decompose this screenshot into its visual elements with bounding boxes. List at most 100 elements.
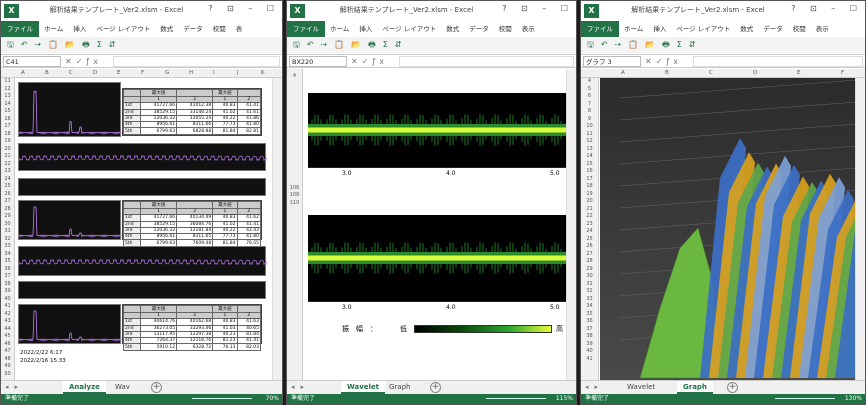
row-header[interactable]: 31 [4,228,11,234]
row-header[interactable]: 19 [586,190,593,197]
sheet-tab-analyze[interactable]: Analyze [63,381,106,394]
tab-view[interactable]: 表示 [521,25,535,33]
tab-file[interactable]: ファイル [581,21,619,37]
row-header[interactable]: 27 [4,198,11,204]
row-header[interactable]: 22 [4,160,11,167]
row-header[interactable]: 45 [4,333,11,339]
formula-input[interactable] [693,56,863,67]
row-header[interactable]: 39 [586,340,593,347]
row-header[interactable]: 10 [586,123,593,129]
column-header[interactable]: K [261,70,265,76]
row-header[interactable]: 38 [586,333,593,339]
row-header[interactable]: 48 [4,355,11,362]
row-header[interactable]: 5 [587,85,592,92]
row-header[interactable]: 23 [586,220,593,227]
spectrum-chart-2[interactable] [18,200,123,240]
row-header[interactable]: 15 [4,108,11,114]
sheet-tab-wavelet[interactable]: Wavelet [627,383,656,391]
tab-page-layout[interactable]: ページ レイアウト [96,25,151,33]
row-header[interactable]: 50 [4,370,11,377]
sheet-tab-graph[interactable]: Graph [389,383,411,391]
vertical-scrollbar[interactable] [855,78,865,380]
fx-icon[interactable]: ✕✓ƒx [65,57,102,66]
tab-insert[interactable]: 挿入 [359,25,373,33]
row-header[interactable]: 42 [4,310,11,317]
row-header[interactable]: 7 [587,100,592,107]
sheet-grid[interactable]: 最大値 最大値 1 2 1 2 1st 41727.66 41012.38 40.83 41.41 2… [16,78,272,380]
tab-data[interactable]: データ [469,25,489,33]
row-header[interactable]: 27 [586,250,593,257]
row-header[interactable]: 39 [4,288,11,294]
row-header[interactable]: 34 [586,303,593,309]
row-header[interactable]: 34 [4,250,11,257]
row-header[interactable]: 33 [4,243,11,249]
row-header[interactable]: 35 [4,258,11,264]
tab-home[interactable]: ホーム [44,25,64,33]
row-header[interactable]: 29 [4,213,11,219]
row-header[interactable]: 15 [586,160,593,167]
spectrum-chart-1[interactable] [18,82,123,137]
row-header[interactable]: 25 [4,183,11,189]
wavelet-scalogram-2[interactable] [308,215,566,301]
add-sheet-icon[interactable]: + [727,382,738,393]
row-header[interactable]: 23 [4,168,11,174]
row-header[interactable]: 32 [4,235,11,242]
row-header[interactable]: 36 [4,265,11,272]
column-header[interactable]: D [93,70,98,76]
wavelet-scalogram-1[interactable] [308,93,566,167]
tab-formulas[interactable]: 数式 [740,25,754,33]
vertical-scrollbar[interactable] [272,78,282,380]
row-header[interactable]: 26 [4,190,11,197]
window-controls[interactable]: ? ⊡ – ☐ [208,4,280,13]
sheet-tab-graph[interactable]: Graph [677,381,713,394]
column-header[interactable]: C [709,70,713,76]
sheet-grid[interactable]: 3.0 4.0 5.0 3.0 4.0 5.0 振 幅 ： 低 高 [304,69,566,380]
row-header[interactable]: 13 [586,145,593,152]
tab-review[interactable]: 校閲 [212,25,226,33]
row-header[interactable]: 29 [586,265,593,272]
surface-3d-chart[interactable] [600,78,855,380]
zoom-slider[interactable] [192,398,252,399]
row-header[interactable]: 40 [586,348,593,354]
sheet-tab-wavelet[interactable]: Wavelet [341,381,385,394]
row-header[interactable]: 8 [587,108,592,114]
row-header[interactable]: 11 [586,130,593,137]
sheet-nav-arrows[interactable]: ◂▸ [291,383,311,391]
row-header[interactable]: 33 [586,295,593,302]
tab-insert[interactable]: 挿入 [73,25,87,33]
column-header[interactable]: I [213,70,215,76]
row-header[interactable]: 49 [4,363,11,369]
sheet-tab-wavelet[interactable]: Wav [115,383,130,391]
tab-page-layout[interactable]: ページ レイアウト [676,25,731,33]
window-controls[interactable]: ? ⊡ – ☐ [791,4,863,13]
row-header[interactable]: 26 [586,243,593,249]
zoom-level[interactable]: 70% [265,395,279,402]
sheet-nav-arrows[interactable]: ◂▸ [5,383,25,391]
row-header[interactable]: 21 [586,205,593,212]
row-header[interactable]: 13 [4,93,11,99]
quick-access-toolbar[interactable]: 🖫↶⇢📋📂🖶Σ⇵ [581,37,865,53]
row-header[interactable]: 37 [4,273,11,279]
row-header[interactable]: 18 [4,130,11,137]
row-header[interactable]: 38 [4,280,11,287]
tab-file[interactable]: ファイル [287,21,325,37]
row-header[interactable]: 30 [4,220,11,227]
fx-icon[interactable]: ✕✓ƒx [645,57,682,66]
column-header[interactable]: B [45,70,49,76]
row-header[interactable]: 21 [4,153,11,159]
column-header[interactable]: H [189,70,194,76]
row-header[interactable]: 17 [586,175,593,182]
quick-access-toolbar[interactable]: 🖫↶⇢📋📂🖶Σ⇵ [287,37,576,53]
row-header[interactable]: 11 [4,78,11,84]
tab-review[interactable]: 校閲 [792,25,806,33]
row-header[interactable]: 28 [4,205,11,212]
row-header[interactable]: 44 [4,325,11,332]
zoom-level[interactable]: 130% [844,395,862,402]
fx-icon[interactable]: ✕✓ƒx [351,57,388,66]
column-header[interactable]: G [165,70,170,76]
row-header[interactable]: 20 [586,198,593,204]
row-header[interactable]: 41 [4,303,11,309]
row-header[interactable]: 14 [4,100,11,107]
row-header[interactable]: 16 [4,115,11,122]
row-header[interactable]: 32 [586,288,593,294]
